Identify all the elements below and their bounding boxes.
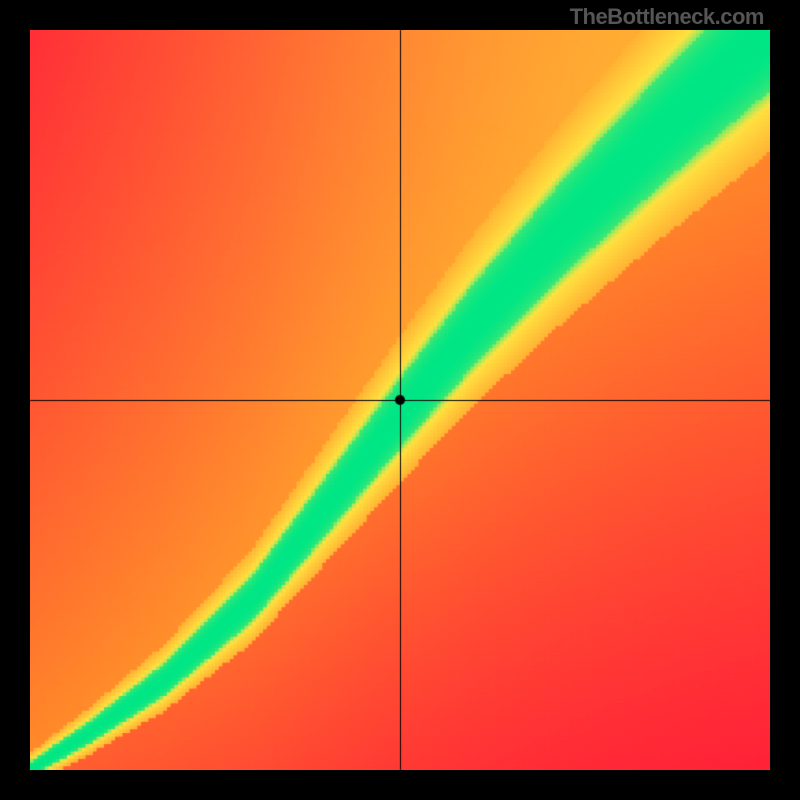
watermark-text: TheBottleneck.com xyxy=(570,4,764,30)
chart-container: TheBottleneck.com xyxy=(0,0,800,800)
crosshair-overlay xyxy=(0,0,800,800)
